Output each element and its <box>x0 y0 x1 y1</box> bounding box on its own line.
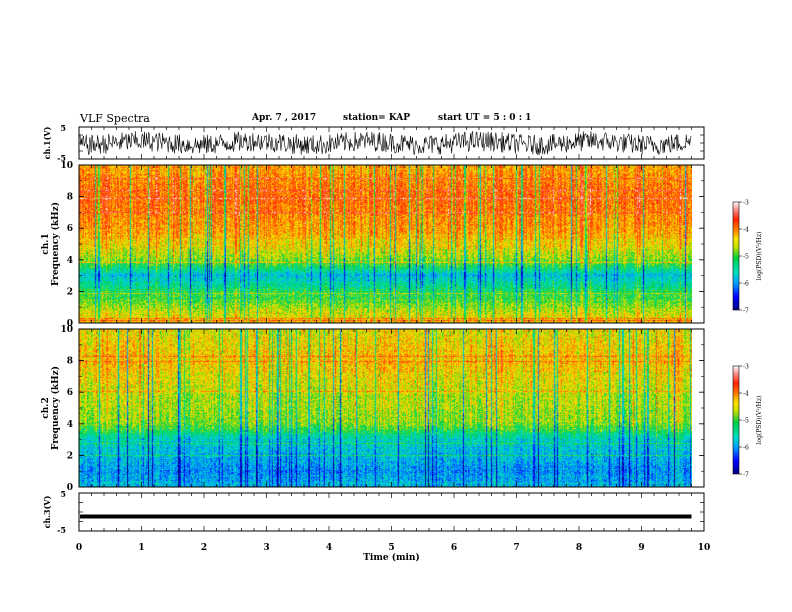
ch1-waveform-line <box>79 130 692 156</box>
colorbar-tick-label: -3 <box>743 200 749 207</box>
y-tick-label: 5 <box>60 489 66 499</box>
colorbar-label: log(PSD)(V²/Hz) <box>756 232 763 281</box>
y-tick-label: 10 <box>60 161 73 171</box>
colorbar-tick-label: -7 <box>743 308 749 315</box>
y-tick-label: 4 <box>67 256 73 266</box>
x-tick-label: 3 <box>263 543 269 553</box>
colorbar <box>732 365 740 475</box>
x-tick-label: 0 <box>76 543 82 553</box>
colorbar-tick-label: -4 <box>743 227 749 234</box>
start-time-label: start UT = 5 : 0 : 1 <box>438 113 532 123</box>
x-tick-label: 9 <box>638 543 644 553</box>
y-tick-label: -5 <box>57 153 66 163</box>
x-tick-label: 2 <box>201 543 207 553</box>
colorbar <box>732 201 740 311</box>
x-tick-label: 8 <box>576 543 582 553</box>
colorbar-tick-label: -6 <box>743 281 749 288</box>
y-tick-label: 10 <box>60 325 73 335</box>
colorbar-label: log(PSD)(V²/Hz) <box>756 396 763 445</box>
y-tick-label: 8 <box>67 357 73 367</box>
station-label: station= KAP <box>343 113 411 123</box>
y-tick-label: 6 <box>67 224 73 234</box>
colorbar-tick-label: -3 <box>743 364 749 371</box>
y-tick-label: 8 <box>67 193 73 203</box>
chart-title: VLF Spectra <box>80 112 150 125</box>
x-tick-label: 4 <box>326 543 332 553</box>
x-tick-label: 7 <box>513 543 519 553</box>
y-tick-label: 2 <box>67 451 73 461</box>
y-axis-label: Frequency (kHz) <box>50 202 61 286</box>
colorbar-tick-label: -7 <box>743 472 749 479</box>
y-tick-label: 6 <box>67 388 73 398</box>
y-axis-label: ch.3(V) <box>42 495 52 528</box>
y-tick-label: 0 <box>67 319 73 329</box>
x-tick-label: 10 <box>698 543 711 553</box>
spectrogram-ch1 <box>79 165 692 323</box>
spectrogram-ch2 <box>79 329 692 487</box>
y-axis-label: ch.1(V) <box>42 126 52 159</box>
x-axis-label: Time (min) <box>363 552 420 563</box>
y-tick-label: 2 <box>67 287 73 297</box>
x-tick-label: 6 <box>451 543 457 553</box>
y-axis-label: ch.1 <box>41 233 51 254</box>
x-tick-label: 5 <box>388 543 394 553</box>
colorbar-tick-label: -4 <box>743 391 749 398</box>
y-tick-label: 5 <box>60 123 66 133</box>
y-tick-label: 0 <box>67 483 73 493</box>
x-tick-label: 1 <box>138 543 144 553</box>
y-axis-label: Frequency (kHz) <box>50 366 61 450</box>
date-label: Apr. 7 , 2017 <box>252 113 317 123</box>
y-axis-label: ch.2 <box>41 397 51 418</box>
y-tick-label: -5 <box>57 525 66 535</box>
colorbar-tick-label: -5 <box>743 418 749 425</box>
y-tick-label: 4 <box>67 420 73 430</box>
ch3-panel-frame <box>78 492 705 532</box>
colorbar-tick-label: -6 <box>743 445 749 452</box>
colorbar-tick-label: -5 <box>743 254 749 261</box>
